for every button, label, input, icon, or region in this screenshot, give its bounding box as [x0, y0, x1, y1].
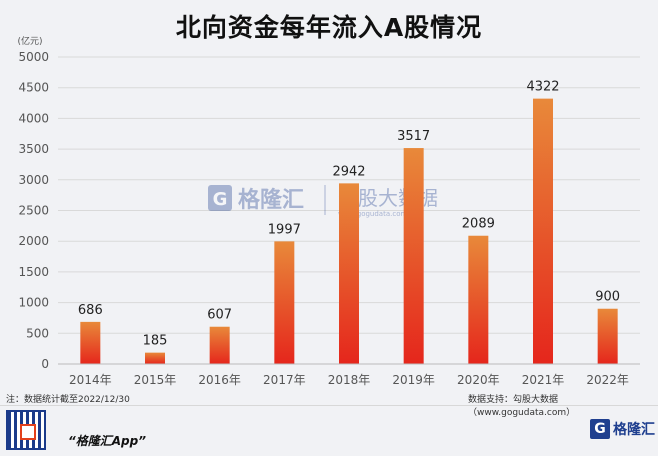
y-axis-unit: (亿元)	[17, 35, 42, 47]
x-tick-label: 2020年	[457, 373, 500, 387]
watermark-logo-icon	[208, 185, 232, 211]
y-tick-label: 3000	[18, 173, 49, 187]
bar	[145, 352, 165, 364]
bar	[339, 183, 359, 364]
y-tick-label: 0	[41, 357, 49, 371]
value-label: 185	[143, 334, 168, 349]
chart-title: 北向资金每年流入A股情况	[175, 13, 483, 42]
footer-logo: G 格隆汇	[590, 418, 655, 440]
bar-chart: G 格隆汇 勾股大数据 www.gogudata.com (亿元) 0 500 10…	[17, 35, 640, 387]
logo-icon: G	[590, 419, 610, 439]
y-tick-label: 1500	[18, 265, 49, 279]
qr-code-icon	[6, 410, 46, 450]
x-tick-label: 2019年	[392, 373, 435, 387]
value-label: 4322	[526, 80, 559, 95]
y-tick-label: 2500	[18, 204, 49, 218]
watermark-brand: 格隆汇	[238, 187, 304, 213]
bar	[209, 326, 230, 364]
y-tick-labels: 0 500 1000 1500 2000 2500 3000 3500 4000 4500 5000	[18, 50, 49, 371]
y-tick-label: 500	[26, 326, 49, 340]
value-label: 1997	[268, 222, 301, 237]
value-label: 2942	[332, 164, 365, 179]
x-tick-labels: 2014年 2015年 2016年 2017年 2018年 2019年 2020年 2021年…	[69, 373, 629, 387]
value-label: 900	[595, 290, 620, 305]
x-tick-label: 2016年	[198, 373, 241, 387]
y-tick-label: 3500	[18, 142, 49, 156]
watermark-logo-glyph: G	[213, 189, 228, 210]
y-tick-label: 5000	[18, 50, 49, 64]
value-label: 607	[207, 308, 232, 323]
watermark: G 格隆汇 勾股大数据 www.gogudata.com	[208, 185, 438, 218]
y-tick-label: 1000	[18, 296, 49, 310]
x-tick-label: 2017年	[263, 373, 306, 387]
y-tick-label: 2000	[18, 234, 49, 248]
value-label: 2089	[462, 217, 495, 232]
bar	[533, 98, 553, 364]
logo-text: 格隆汇	[613, 422, 655, 438]
x-tick-label: 2015年	[134, 373, 177, 387]
data-source: 数据支持：勾股大数据（www.gogudata.com）	[468, 395, 576, 418]
footnote: 注：数据统计截至2022/12/30	[6, 395, 130, 405]
x-tick-label: 2022年	[586, 373, 629, 387]
bar	[403, 148, 424, 364]
bar	[468, 235, 489, 364]
value-label: 3517	[397, 129, 430, 144]
y-tick-label: 4500	[18, 81, 49, 95]
value-label: 686	[78, 303, 103, 318]
x-tick-label: 2014年	[69, 373, 112, 387]
y-tick-label: 4000	[18, 111, 49, 125]
x-tick-label: 2018年	[328, 373, 371, 387]
watermark-partner-url: www.gogudata.com	[338, 210, 407, 218]
bar	[597, 308, 618, 364]
value-labels: 686 185 607 1997 2942 3517 2089 4322 900	[78, 80, 620, 349]
bar	[80, 321, 101, 364]
bar	[274, 241, 295, 364]
bars	[80, 98, 618, 364]
x-tick-label: 2021年	[522, 373, 565, 387]
footer-app-name: “格隆汇App”	[68, 434, 146, 448]
footer-divider	[0, 405, 658, 406]
